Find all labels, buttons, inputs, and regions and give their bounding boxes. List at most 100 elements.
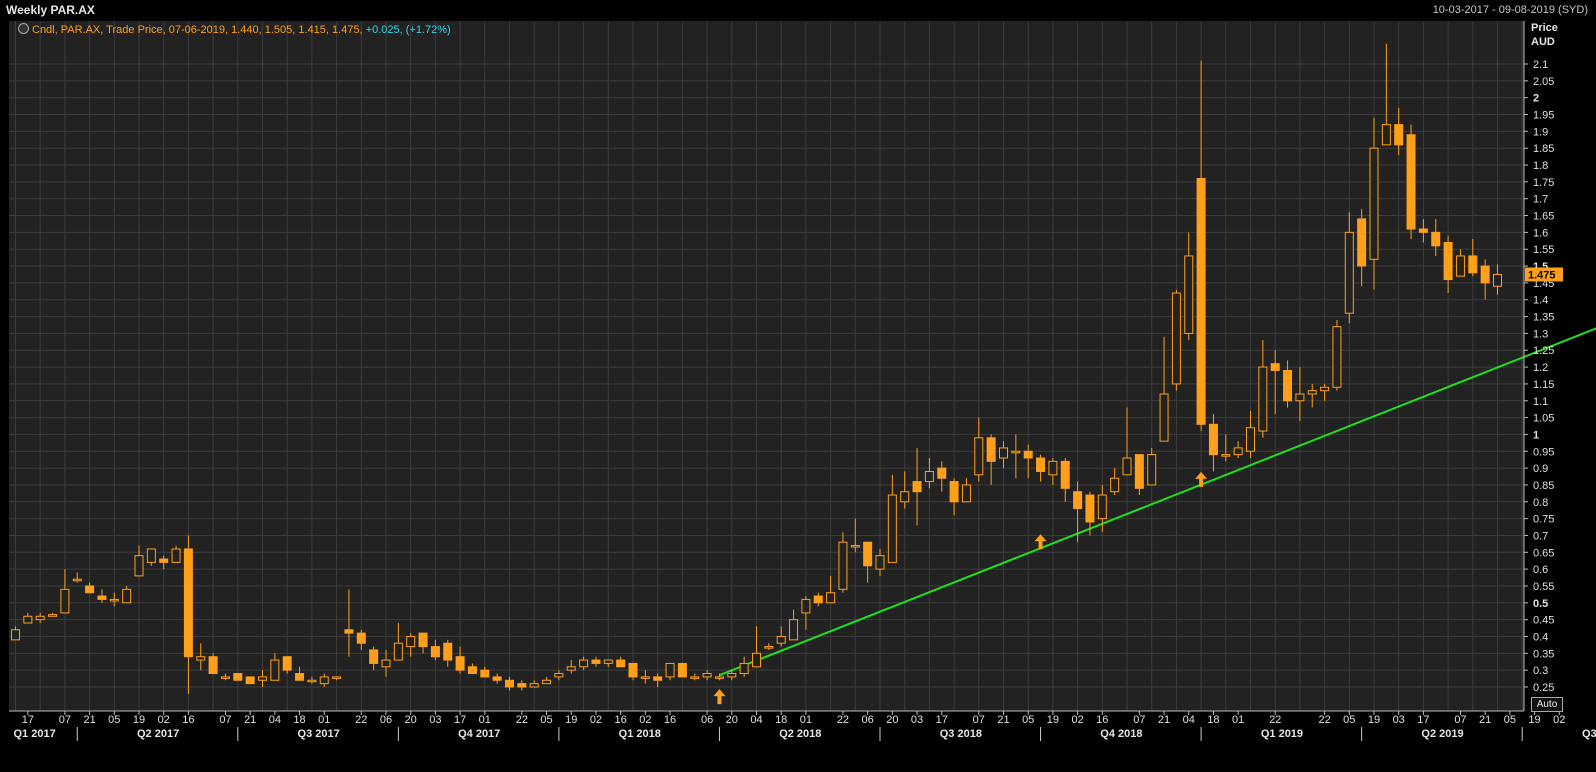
candle-body-down [356, 632, 366, 644]
candle [677, 662, 687, 678]
candle-body-down [295, 673, 305, 681]
x-tick-label: 16 [615, 714, 627, 726]
auto-scale-button[interactable]: Auto [1531, 697, 1563, 712]
x-tick-label: 22 [1318, 714, 1330, 726]
candle [850, 518, 860, 553]
candle [1110, 468, 1120, 496]
candle-body-up [258, 676, 267, 681]
x-tick-label: 16 [1096, 714, 1108, 726]
candle-body-down [183, 548, 193, 658]
y-tick-label: 1.25 [1533, 345, 1554, 357]
candle-body-up [702, 673, 712, 678]
candle [307, 676, 317, 684]
candle [159, 555, 169, 570]
candle-body-down [1468, 255, 1478, 274]
candle [640, 670, 650, 684]
y-tick-label: 1.2 [1533, 362, 1548, 374]
candle [986, 434, 996, 485]
candle [220, 673, 230, 681]
x-tick-label: 06 [862, 714, 874, 726]
x-tick-label: 16 [182, 714, 194, 726]
candle-body-down [677, 662, 687, 678]
candle-body-up [752, 652, 761, 668]
candle [171, 545, 181, 563]
candle [1208, 414, 1218, 472]
candle-body-up [1171, 292, 1181, 385]
x-tick-label: 01 [479, 714, 491, 726]
candle [554, 670, 564, 681]
y-tick-label: 1.05 [1533, 413, 1554, 425]
candle-body-up [1369, 147, 1379, 260]
y-tick-label: 1.3 [1533, 328, 1548, 340]
x-tick-label: 17 [22, 714, 34, 726]
candle [1258, 340, 1268, 438]
candle-body-up [48, 614, 58, 617]
candle [1221, 434, 1231, 462]
candle [48, 612, 58, 617]
candle-body-up [640, 676, 650, 679]
quarter-label: Q1 2017 [14, 728, 56, 740]
x-tick-label: 02 [1553, 714, 1565, 726]
x-tick-label: 07 [219, 714, 231, 726]
candle [1332, 319, 1342, 391]
candle-body-up [23, 615, 33, 624]
candle-body-down [430, 646, 440, 658]
candle [467, 663, 477, 675]
series-legend[interactable]: Cndl, PAR.AX, Trade Price, 07-06-2019, 1… [18, 23, 451, 36]
candle [1073, 481, 1083, 543]
candle [974, 417, 984, 482]
candle-body-down [986, 437, 996, 462]
candle-body-down [1394, 124, 1404, 146]
candle [319, 673, 329, 687]
y-tick-label: 1.7 [1533, 194, 1548, 206]
y-tick-label: 0.8 [1533, 497, 1548, 509]
quarter-label: Q2 2017 [137, 728, 179, 740]
candle [1468, 239, 1478, 277]
candle [146, 548, 156, 566]
candle-body-down [467, 666, 477, 675]
x-tick-label: 19 [565, 714, 577, 726]
y-tick-label: 0.95 [1533, 446, 1554, 458]
series-settings-icon[interactable] [18, 23, 29, 34]
x-tick-label: 21 [244, 714, 256, 726]
candle [1369, 117, 1379, 290]
x-tick-label: 18 [775, 714, 787, 726]
candle [258, 670, 267, 687]
y-tick-label: 0.4 [1533, 631, 1548, 643]
candle-body-down [1196, 177, 1206, 425]
candle-body-up [319, 676, 329, 685]
candle [999, 441, 1008, 469]
candle [776, 626, 786, 647]
x-tick-label: 20 [726, 714, 738, 726]
candle-body-down [443, 642, 453, 661]
candle [529, 680, 539, 688]
candle-body-up [1332, 326, 1342, 388]
candle [1060, 458, 1070, 502]
candle [1147, 447, 1157, 486]
trendline [719, 327, 1596, 677]
x-tick-label: 02 [639, 714, 651, 726]
candle-body-up [171, 548, 181, 563]
candle-body-up [220, 676, 230, 679]
candle [764, 643, 774, 650]
y-tick-label: 0.75 [1533, 514, 1554, 526]
y-tick-label: 1.6 [1533, 227, 1548, 239]
quarter-label: Q1 2019 [1261, 728, 1303, 740]
candle-body-up [270, 659, 280, 681]
candle [579, 656, 589, 671]
x-tick-label: 05 [540, 714, 552, 726]
candle-body-down [1431, 231, 1441, 247]
x-tick-label: 22 [355, 714, 367, 726]
x-tick-label: 19 [1368, 714, 1380, 726]
candle [233, 673, 243, 681]
y-tick-label: 1.15 [1533, 379, 1554, 391]
y-tick-label: 0.3 [1533, 665, 1548, 677]
candle-body-up [1147, 454, 1157, 486]
candle [912, 447, 922, 526]
candle-body-down [1085, 494, 1095, 523]
candle-body-down [1208, 423, 1218, 456]
candle-body-down [85, 585, 95, 594]
candle [455, 646, 465, 674]
x-tick-label: 01 [318, 714, 330, 726]
